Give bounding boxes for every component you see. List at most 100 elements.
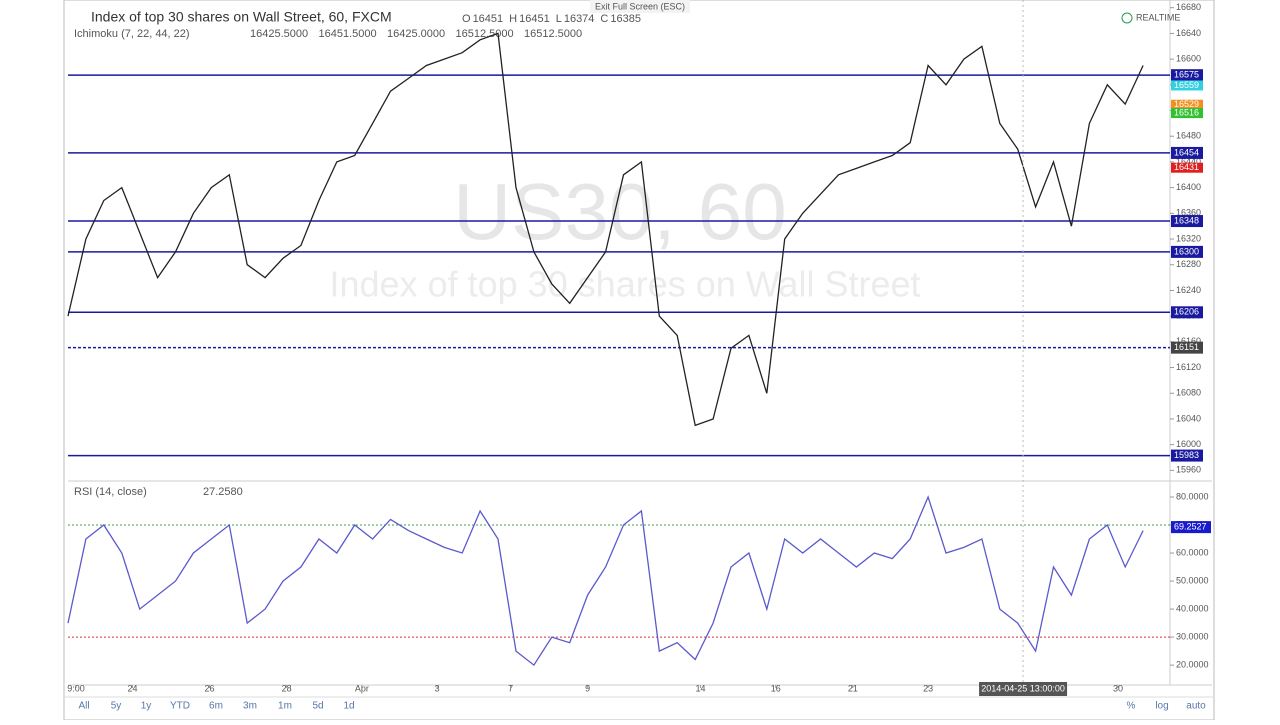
level-label: 16454 bbox=[1174, 147, 1199, 157]
y-tick-label: 50.0000 bbox=[1176, 575, 1209, 585]
x-tick-label: 14 bbox=[696, 683, 706, 693]
range-button[interactable]: YTD bbox=[170, 701, 190, 712]
indicator-value: 16425.0000 bbox=[387, 28, 445, 40]
level-tag bbox=[1171, 146, 1203, 159]
price-tag-label: 16516 bbox=[1174, 107, 1199, 117]
alert-tag bbox=[1171, 341, 1203, 354]
ohlc-item: 16374 bbox=[564, 13, 595, 25]
frame bbox=[63, 0, 1215, 721]
y-tick-label: 40.0000 bbox=[1176, 603, 1209, 613]
realtime: REALTIME bbox=[1136, 12, 1180, 22]
level-tag bbox=[1171, 215, 1203, 228]
y-tick-label: 30.0000 bbox=[1176, 631, 1209, 641]
y-tick-label: 16320 bbox=[1176, 233, 1201, 243]
y-tick-label: 16080 bbox=[1176, 388, 1201, 398]
level-label: 16300 bbox=[1174, 246, 1199, 256]
indicator-value: 16512.5000 bbox=[524, 28, 582, 40]
series-line bbox=[67, 495, 1144, 667]
y-tick-label: 16240 bbox=[1176, 285, 1201, 295]
level-tag bbox=[1171, 449, 1203, 462]
indicator-value: 16512.5000 bbox=[456, 28, 514, 40]
price-tag bbox=[1171, 99, 1203, 110]
rsi-title: RSI (14, close) bbox=[74, 486, 147, 498]
scale-button[interactable]: % bbox=[1127, 701, 1136, 712]
x-tick-label: 3 bbox=[435, 683, 440, 693]
y-tick-label: 16440 bbox=[1176, 156, 1201, 166]
alert-label: 16151 bbox=[1174, 342, 1199, 352]
x-tick-label: 16 bbox=[771, 683, 781, 693]
ohlc-item: O bbox=[462, 13, 471, 25]
range-button[interactable]: 5y bbox=[111, 701, 122, 712]
x-tick-label: 7 bbox=[508, 683, 513, 693]
range-button[interactable]: 1m bbox=[278, 701, 292, 712]
series-line bbox=[67, 32, 1144, 427]
y-tick-label: 16400 bbox=[1176, 182, 1201, 192]
range-button[interactable]: 6m bbox=[209, 701, 223, 712]
y-tick-label: 16040 bbox=[1176, 413, 1201, 423]
y-tick-label: 20.0000 bbox=[1176, 659, 1209, 669]
x-tick-label: Apr bbox=[355, 683, 369, 693]
crosshair-tag bbox=[979, 682, 1068, 696]
exit-button-bg bbox=[590, 0, 690, 13]
level-tag bbox=[1171, 245, 1203, 258]
level-label: 16348 bbox=[1174, 215, 1199, 225]
range-button[interactable]: 5d bbox=[312, 701, 323, 712]
ohlc-item: H bbox=[509, 13, 517, 25]
y-tick-label: 16600 bbox=[1176, 53, 1201, 63]
range-button[interactable]: 3m bbox=[243, 701, 257, 712]
symbol-title: Index of top 30 shares on Wall Street, 6… bbox=[91, 9, 392, 25]
y-tick-label: 16280 bbox=[1176, 259, 1201, 269]
x-tick-label: 9 bbox=[585, 683, 590, 693]
watermark-subtitle: Index of top 30 shares on Wall Street bbox=[330, 264, 921, 305]
y-tick-label: 16480 bbox=[1176, 131, 1201, 141]
rsi-tag-label: 69.2527 bbox=[1174, 521, 1207, 531]
price-tag bbox=[1171, 80, 1203, 91]
scale-button[interactable]: auto bbox=[1186, 701, 1206, 712]
watermark: US30, 60 bbox=[453, 167, 787, 256]
level-label: 15983 bbox=[1174, 450, 1199, 460]
x-tick-label: 30 bbox=[1113, 683, 1123, 693]
ohlc-item: 16451 bbox=[473, 13, 504, 25]
y-tick-label: 16000 bbox=[1176, 439, 1201, 449]
y-tick-label: 15960 bbox=[1176, 465, 1201, 475]
x-tick-label: 21 bbox=[848, 683, 858, 693]
price-tag-label: 16529 bbox=[1174, 99, 1199, 109]
x-tick-label: 26 bbox=[205, 683, 215, 693]
x-tick-label: 9:00 bbox=[67, 683, 85, 693]
indicator-name: Ichimoku (7, 22, 44, 22) bbox=[74, 28, 190, 40]
price-tag bbox=[1171, 162, 1203, 173]
ohlc-item: L bbox=[556, 13, 562, 25]
level-label: 16575 bbox=[1174, 70, 1199, 80]
realtime-icon bbox=[1121, 12, 1133, 24]
indicator-value: 16451.5000 bbox=[319, 28, 377, 40]
y-tick-label: 16120 bbox=[1176, 362, 1201, 372]
ohlc-item: 16451 bbox=[519, 13, 550, 25]
level-label: 16206 bbox=[1174, 307, 1199, 317]
price-tag-label: 16431 bbox=[1174, 162, 1199, 172]
range-button[interactable]: 1y bbox=[141, 701, 152, 712]
price-tag bbox=[1171, 108, 1203, 119]
y-tick-label: 16680 bbox=[1176, 2, 1201, 12]
ohlc-item: C bbox=[600, 13, 608, 25]
rsi-tag bbox=[1171, 521, 1211, 534]
scale-button[interactable]: log bbox=[1155, 701, 1168, 712]
crosshair-label: 2014-04-25 13:00:00 bbox=[981, 683, 1065, 693]
y-tick-label: 16160 bbox=[1176, 336, 1201, 346]
x-tick-label: 23 bbox=[923, 683, 933, 693]
x-tick-label: 28 bbox=[282, 683, 292, 693]
level-tag bbox=[1171, 306, 1203, 319]
y-tick-label: 80.0000 bbox=[1176, 491, 1209, 501]
price-tag-label: 16559 bbox=[1174, 80, 1199, 90]
range-button[interactable]: All bbox=[78, 701, 89, 712]
y-tick-label: 16360 bbox=[1176, 208, 1201, 218]
level-tag bbox=[1171, 69, 1203, 82]
range-button[interactable]: 1d bbox=[343, 701, 354, 712]
y-tick-label: 16640 bbox=[1176, 28, 1201, 38]
x-tick-label: 24 bbox=[127, 683, 137, 693]
ohlc-item: 16385 bbox=[610, 13, 641, 25]
indicator-value: 16425.5000 bbox=[250, 28, 308, 40]
rsi-last: 27.2580 bbox=[203, 486, 243, 498]
y-tick-label: 60.0000 bbox=[1176, 547, 1209, 557]
exit-fullscreen[interactable]: Exit Full Screen (ESC) bbox=[595, 1, 685, 11]
